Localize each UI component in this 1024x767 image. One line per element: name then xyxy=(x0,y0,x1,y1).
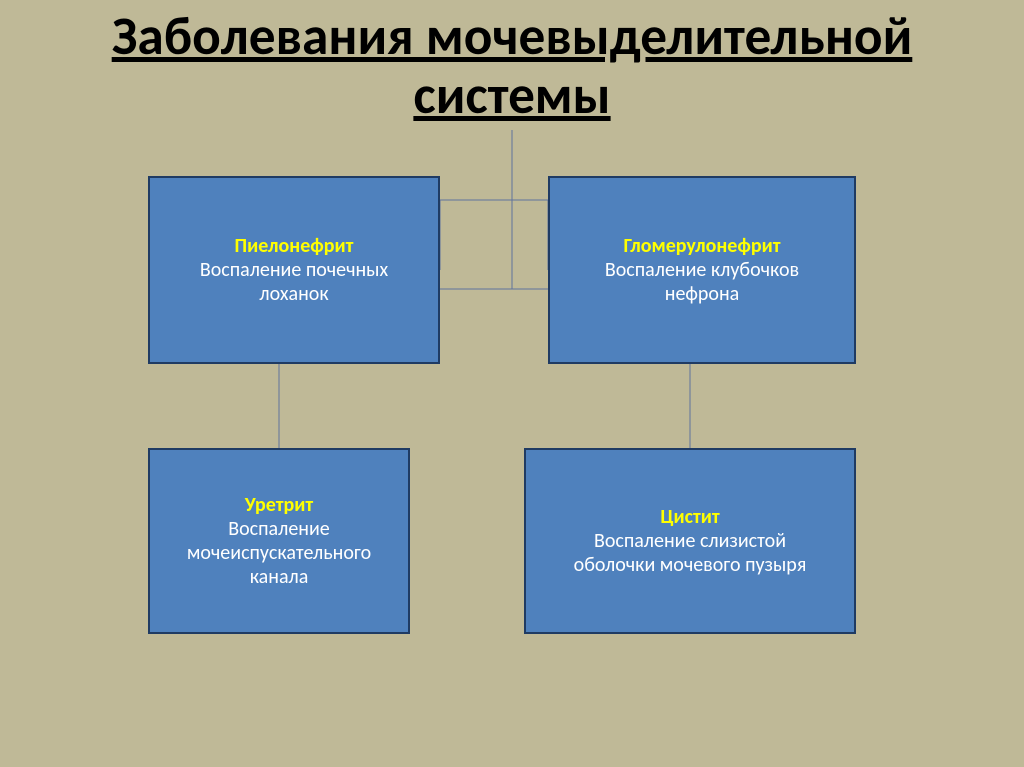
node-desc: Воспаление клубочковнефрона xyxy=(605,258,799,306)
node-glomerulonephritis: Гломерулонефрит Воспаление клубочковнефр… xyxy=(548,176,856,364)
node-desc: Воспаление почечныхлоханок xyxy=(200,258,388,306)
node-title: Гломерулонефрит xyxy=(623,234,780,258)
node-title: Цистит xyxy=(660,505,719,529)
node-title: Пиелонефрит xyxy=(235,234,354,258)
title-line-2: системы xyxy=(413,63,610,128)
node-cystitis: Цистит Воспаление слизистойоболочки моче… xyxy=(524,448,856,634)
node-pyelonephritis: Пиелонефрит Воспаление почечныхлоханок xyxy=(148,176,440,364)
node-urethritis: Уретрит Воспалениемочеиспускательногокан… xyxy=(148,448,410,634)
node-title: Уретрит xyxy=(245,493,313,517)
node-desc: Воспалениемочеиспускательногоканала xyxy=(187,517,371,589)
title-line-1: Заболевания мочевыделительной xyxy=(112,4,913,69)
slide-title: Заболевания мочевыделительной системы xyxy=(0,8,1024,125)
slide-canvas: Заболевания мочевыделительной системы Пи… xyxy=(0,0,1024,767)
node-desc: Воспаление слизистойоболочки мочевого пу… xyxy=(574,529,807,577)
